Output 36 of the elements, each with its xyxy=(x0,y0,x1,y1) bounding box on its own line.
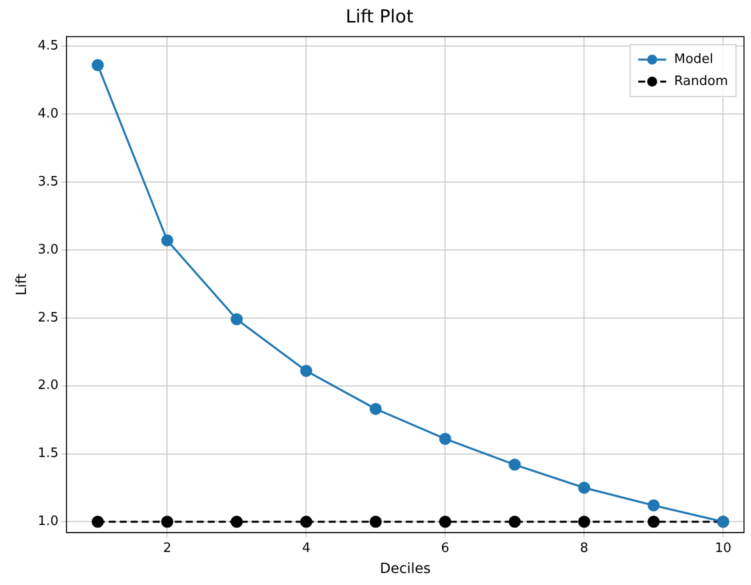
point xyxy=(648,499,660,512)
point xyxy=(230,516,243,528)
point xyxy=(370,402,382,415)
legend-label: Random xyxy=(674,74,728,89)
y-tick-label: 3.5 xyxy=(38,174,58,190)
x-tick-label: 6 xyxy=(441,540,450,556)
point xyxy=(439,516,452,528)
y-axis-title: Lift xyxy=(14,273,30,296)
y-tick-label: 2.0 xyxy=(38,378,58,394)
y-tick-label: 2.5 xyxy=(38,310,58,326)
point xyxy=(370,516,382,528)
y-tick-label: 4.0 xyxy=(38,106,58,122)
x-axis-title: Deciles xyxy=(380,561,431,578)
point xyxy=(578,516,590,528)
y-tick-label: 1.5 xyxy=(38,446,58,462)
x-tick-label: 10 xyxy=(714,540,732,556)
point xyxy=(92,516,104,528)
point xyxy=(439,432,452,445)
y-tick-label: 4.5 xyxy=(38,38,58,54)
chart-title: Lift Plot xyxy=(346,6,414,28)
point xyxy=(230,313,243,326)
y-tick-label: 1.0 xyxy=(38,514,58,530)
point xyxy=(578,482,590,494)
x-tick-label: 2 xyxy=(163,540,172,556)
point xyxy=(508,516,521,528)
point xyxy=(300,516,312,528)
point xyxy=(300,364,312,377)
point xyxy=(161,234,174,246)
point xyxy=(92,59,104,72)
point xyxy=(648,516,660,528)
y-tick-label: 3.0 xyxy=(38,242,58,258)
x-tick-label: 8 xyxy=(580,540,588,556)
legend-label: Model xyxy=(674,52,714,67)
x-tick-label: 4 xyxy=(302,540,310,556)
point xyxy=(161,516,174,528)
point xyxy=(508,458,521,471)
